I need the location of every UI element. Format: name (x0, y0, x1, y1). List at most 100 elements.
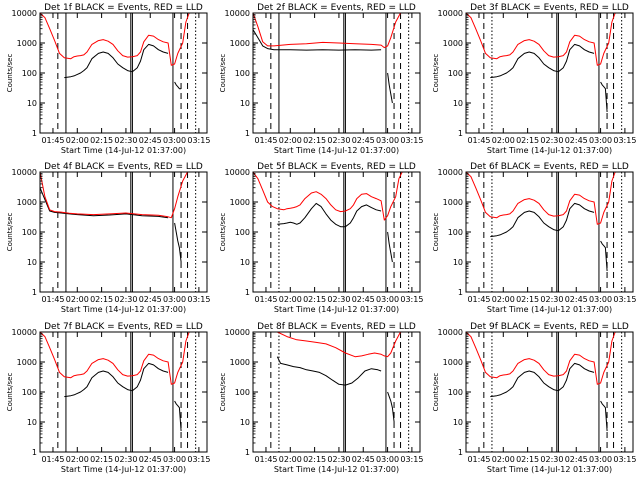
x-tick-label: 02:30 (114, 295, 137, 304)
events-series-3 (387, 231, 393, 263)
chart-panel-5: 1 10 100 1000 10000 01:45 02:00 02:15 02:30 02:45… (219, 162, 423, 314)
y-tick-label: 1000 (443, 198, 463, 207)
plot-frame (465, 12, 634, 134)
y-tick-label: 10 (240, 258, 250, 267)
chart-title: Det 5f BLACK = Events, RED = LLD (257, 162, 416, 172)
x-tick-label: 03:15 (613, 295, 636, 304)
x-axis-label: Start Time (14-Jul-12 01:37:00) (487, 465, 612, 474)
y-tick-label: 10 (27, 258, 37, 267)
lld-series-2 (465, 171, 619, 225)
events-series-1 (39, 187, 169, 219)
x-tick-label: 02:45 (139, 136, 162, 145)
x-tick-label: 02:00 (279, 295, 302, 304)
x-tick-label: 02:30 (327, 136, 350, 145)
y-tick-label: 10000 (438, 168, 463, 177)
y-tick-label: 1 (32, 129, 37, 138)
y-tick-label: 10 (27, 99, 37, 108)
x-tick-label: 02:15 (303, 295, 326, 304)
y-tick-label: 1 (458, 129, 463, 138)
x-tick-label: 02:00 (492, 455, 515, 464)
chart-panel-9: 1 10 100 1000 10000 01:45 02:00 02:15 02:30 02:45… (432, 322, 636, 474)
events-series-3 (174, 81, 182, 90)
y-tick-label: 1 (245, 448, 250, 457)
x-tick-label: 03:15 (187, 455, 210, 464)
y-tick-label: 10000 (438, 328, 463, 337)
y-tick-label: 10 (240, 99, 250, 108)
x-tick-label: 03:15 (613, 136, 636, 145)
y-tick-label: 100 (22, 228, 37, 237)
x-tick-label: 03:00 (163, 136, 186, 145)
y-tick-label: 10 (240, 418, 250, 427)
x-tick-label: 02:45 (352, 295, 375, 304)
y-tick-label: 100 (235, 228, 250, 237)
chart-title: Det 7f BLACK = Events, RED = LLD (44, 322, 203, 332)
x-tick-label: 03:00 (376, 455, 399, 464)
events-series-3 (387, 391, 395, 423)
y-axis-label: Counts/sec (432, 213, 440, 252)
x-tick-label: 02:45 (352, 455, 375, 464)
y-tick-label: 1 (458, 448, 463, 457)
chart-title: Det 8f BLACK = Events, RED = LLD (257, 322, 416, 332)
x-tick-label: 02:00 (279, 455, 302, 464)
y-tick-label: 100 (22, 69, 37, 78)
lld-series-2 (465, 331, 619, 385)
lld-series-2 (252, 171, 406, 221)
x-axis-label: Start Time (14-Jul-12 01:37:00) (274, 465, 399, 474)
x-tick-label: 01:45 (467, 455, 490, 464)
y-axis-label: Counts/sec (432, 373, 440, 412)
events-series-1 (64, 43, 169, 79)
y-tick-label: 1000 (230, 39, 250, 48)
y-tick-label: 10000 (12, 168, 37, 177)
y-tick-label: 10000 (225, 168, 250, 177)
x-tick-label: 02:15 (516, 136, 539, 145)
y-tick-label: 10000 (225, 328, 250, 337)
y-tick-label: 10000 (12, 328, 37, 337)
x-tick-label: 03:00 (163, 295, 186, 304)
events-series-1 (64, 362, 169, 398)
y-axis-label: Counts/sec (219, 213, 227, 252)
x-tick-label: 02:30 (540, 295, 563, 304)
y-tick-label: 1000 (443, 358, 463, 367)
x-axis-label: Start Time (14-Jul-12 01:37:00) (61, 146, 186, 155)
x-tick-label: 02:30 (540, 455, 563, 464)
events-series-1 (276, 356, 382, 386)
y-tick-label: 10000 (438, 9, 463, 18)
chart-panel-3: 1 10 100 1000 10000 01:45 02:00 02:15 02:30 02:45… (432, 3, 636, 155)
events-series-3 (387, 72, 393, 104)
y-tick-label: 10000 (12, 9, 37, 18)
x-tick-label: 02:30 (114, 136, 137, 145)
x-tick-label: 02:45 (139, 455, 162, 464)
y-tick-label: 10000 (225, 9, 250, 18)
x-tick-label: 02:45 (565, 136, 588, 145)
y-tick-label: 10 (453, 99, 463, 108)
lld-series-2 (277, 331, 406, 358)
y-tick-label: 1 (32, 448, 37, 457)
x-tick-label: 03:15 (613, 455, 636, 464)
events-series-3 (600, 81, 608, 113)
plot-frame (465, 331, 634, 453)
events-series-1 (252, 29, 382, 51)
y-axis-label: Counts/sec (6, 373, 14, 412)
chart-title: Det 4f BLACK = Events, RED = LLD (44, 162, 203, 172)
events-series-1 (490, 43, 595, 79)
y-axis-label: Counts/sec (6, 213, 14, 252)
x-tick-label: 02:15 (516, 295, 539, 304)
events-series-1 (490, 362, 595, 398)
x-tick-label: 02:15 (90, 136, 113, 145)
y-axis-label: Counts/sec (6, 54, 14, 93)
x-tick-label: 01:45 (467, 136, 490, 145)
x-tick-label: 02:15 (303, 136, 326, 145)
y-tick-label: 100 (235, 388, 250, 397)
x-axis-label: Start Time (14-Jul-12 01:37:00) (274, 146, 399, 155)
x-tick-label: 02:30 (114, 455, 137, 464)
chart-title: Det 3f BLACK = Events, RED = LLD (470, 3, 629, 13)
x-tick-label: 02:30 (540, 136, 563, 145)
x-tick-label: 03:00 (163, 455, 186, 464)
plot-frame (252, 12, 421, 134)
chart-panel-1: 1 10 100 1000 10000 01:45 02:00 02:15 02:30 02:45… (6, 3, 210, 155)
x-tick-label: 03:15 (400, 136, 423, 145)
x-tick-label: 02:45 (139, 295, 162, 304)
chart-title: Det 1f BLACK = Events, RED = LLD (44, 3, 203, 13)
x-axis-label: Start Time (14-Jul-12 01:37:00) (61, 465, 186, 474)
